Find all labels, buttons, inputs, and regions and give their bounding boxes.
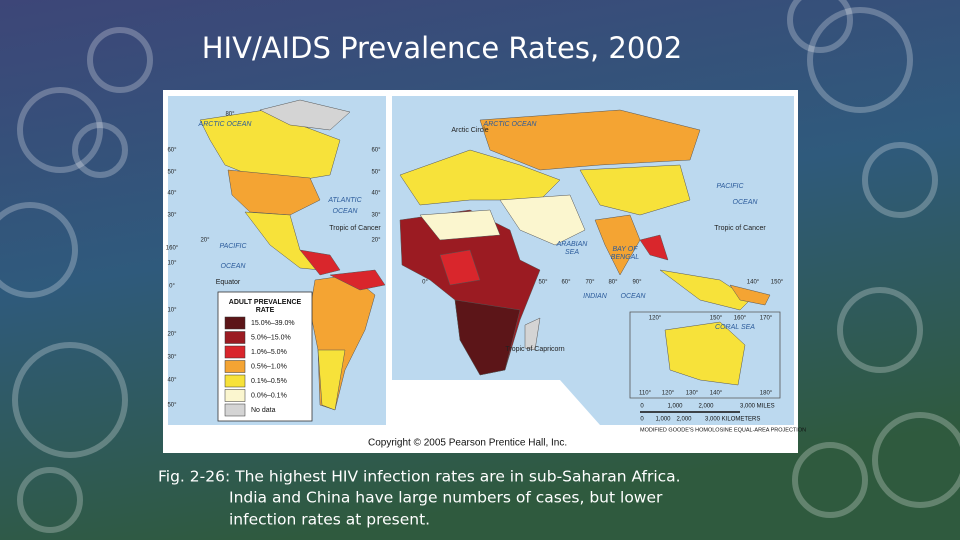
- legend-title: ADULT PREVALENCE: [229, 299, 302, 306]
- legend-swatch: [224, 345, 246, 359]
- degree-label: 80°: [608, 280, 618, 286]
- scale-label: 0: [640, 417, 644, 423]
- scale-label: 3,000 MILES: [740, 404, 775, 410]
- degree-label: 20°: [200, 238, 210, 244]
- map-label: OCEAN: [333, 208, 359, 215]
- legend-label: 0.0%–0.1%: [251, 392, 287, 399]
- degree-label: 0°: [169, 284, 175, 290]
- degree-label: 130°: [686, 391, 699, 397]
- map-label: Arctic Circle: [451, 127, 488, 134]
- degree-label: 160°: [734, 316, 747, 322]
- degree-label: 0°: [422, 280, 428, 286]
- map-label: OCEAN: [621, 293, 647, 300]
- map-label: CORAL SEA: [715, 324, 755, 331]
- degree-label: 110°: [639, 391, 652, 397]
- degree-label: 140°: [710, 391, 723, 397]
- degree-label: 50°: [538, 280, 548, 286]
- map-label: ATLANTIC: [327, 197, 362, 204]
- map-label: OCEAN: [221, 263, 247, 270]
- scale-label: 0: [640, 404, 644, 410]
- degree-label: 140°: [747, 280, 760, 286]
- scale-label: 1,000: [667, 404, 683, 410]
- projection-note: MODIFIED GOODE'S HOMOLOSINE EQUAL-AREA P…: [640, 427, 806, 433]
- legend-label: 1.0%–5.0%: [251, 349, 287, 356]
- copyright: Copyright © 2005 Pearson Prentice Hall, …: [368, 438, 567, 449]
- scale-label: 2,000: [676, 417, 692, 423]
- degree-label: 50°: [167, 170, 177, 176]
- legend-swatch: [224, 374, 246, 388]
- map-label: BAY OF: [612, 246, 638, 253]
- degree-label: 70°: [585, 280, 595, 286]
- degree-label: 50°: [167, 403, 177, 409]
- degree-label: 60°: [561, 280, 571, 286]
- degree-label: 30°: [167, 355, 177, 361]
- degree-label: 150°: [710, 316, 723, 322]
- map-label: Tropic of Cancer: [329, 225, 381, 232]
- map-label: ARABIAN: [556, 241, 589, 248]
- legend-label: 0.5%–1.0%: [251, 363, 287, 370]
- degree-label: 40°: [167, 191, 177, 197]
- caption: Fig. 2-26: The highest HIV infection rat…: [158, 468, 681, 529]
- map-label: PACIFIC: [716, 183, 744, 190]
- map-label: INDIAN: [583, 293, 608, 300]
- legend-swatch: [224, 389, 246, 402]
- degree-label: 170°: [760, 316, 773, 322]
- map-label: SEA: [565, 249, 579, 256]
- scale-bar: 0 1,000 2,000 3,000 MILES 0 1,000 2,000 3,000 K…: [640, 404, 775, 423]
- legend-label: 0.1%–0.5%: [251, 378, 287, 385]
- degree-label: 30°: [167, 213, 177, 219]
- degree-label: 180°: [760, 391, 773, 397]
- degree-label: 160°: [166, 246, 179, 252]
- degree-label: 20°: [167, 332, 177, 338]
- degree-label: 120°: [649, 316, 662, 322]
- map-label: Equator: [216, 279, 241, 286]
- legend-label: No data: [251, 407, 276, 414]
- degree-label: 120°: [662, 391, 675, 397]
- degree-label: 150°: [771, 280, 784, 286]
- caption-line: India and China have large numbers of ca…: [229, 489, 663, 507]
- degree-label: 60°: [167, 148, 177, 154]
- map-label: PACIFIC: [219, 243, 247, 250]
- legend-label: 15.0%–39.0%: [251, 320, 295, 327]
- legend-swatch: [224, 403, 246, 417]
- degree-label: 40°: [167, 378, 177, 384]
- countries: [199, 99, 771, 411]
- slide-title: HIV/AIDS Prevalence Rates, 2002: [202, 31, 682, 65]
- map-label: BENGAL: [611, 254, 640, 261]
- caption-line: Fig. 2-26: The highest HIV infection rat…: [158, 468, 681, 486]
- map-label: ARCTIC OCEAN: [483, 121, 538, 128]
- legend-swatch: [224, 331, 246, 344]
- map-label: Tropic of Cancer: [714, 225, 766, 232]
- scale-label: 3,000 KILOMETERS: [705, 417, 760, 423]
- degree-label: 30°: [371, 213, 381, 219]
- legend-swatch: [224, 360, 246, 373]
- legend-swatch: [224, 316, 246, 330]
- map-label: ARCTIC OCEAN: [198, 121, 253, 128]
- legend-title: RATE: [256, 307, 275, 314]
- degree-label: 40°: [371, 191, 381, 197]
- degree-label: 60°: [371, 148, 381, 154]
- degree-label: 10°: [167, 261, 177, 267]
- degree-label: 10°: [167, 308, 177, 314]
- scale-label: 2,000: [698, 404, 714, 410]
- caption-line: infection rates at present.: [229, 511, 430, 529]
- map-label: OCEAN: [733, 199, 759, 206]
- scale-label: 1,000: [655, 417, 671, 423]
- degree-label: 50°: [371, 170, 381, 176]
- degree-label: 80°: [225, 112, 235, 118]
- degree-label: 90°: [632, 280, 642, 286]
- degree-label: 20°: [371, 238, 381, 244]
- legend-label: 5.0%–15.0%: [251, 334, 291, 341]
- map-label: Tropic of Capricorn: [505, 346, 564, 353]
